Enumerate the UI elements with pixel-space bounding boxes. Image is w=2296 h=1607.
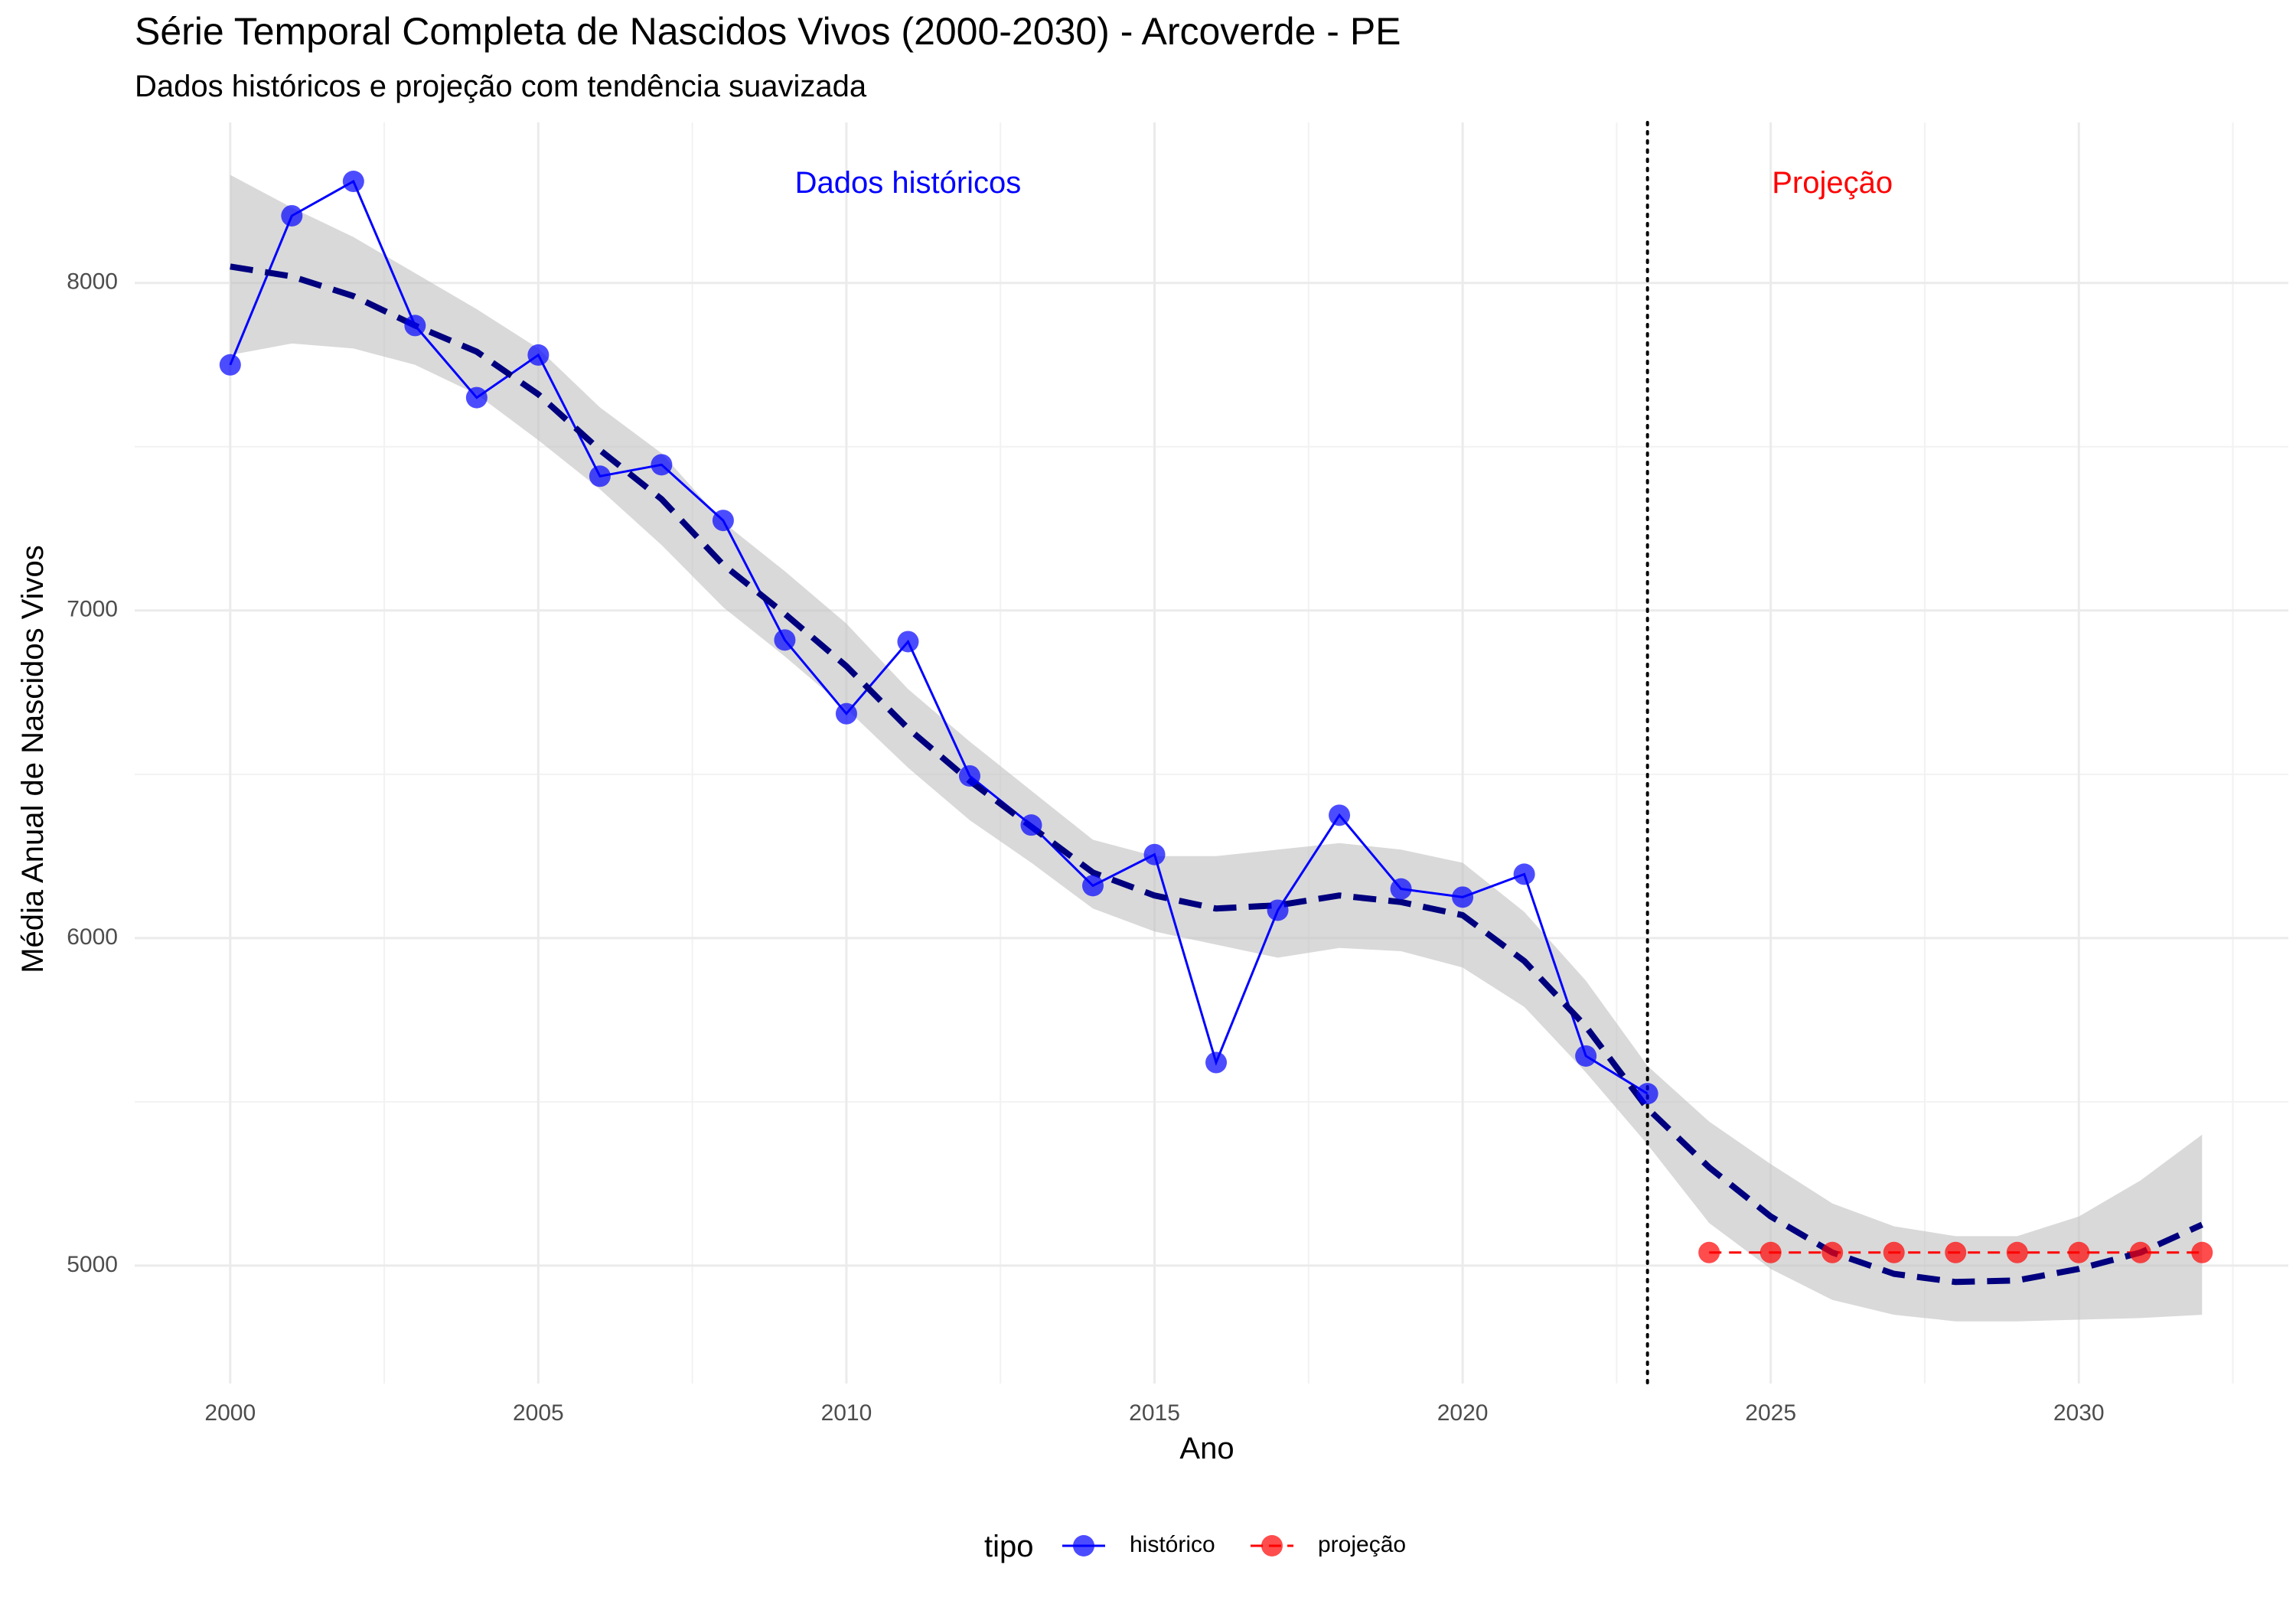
data-point-2 bbox=[1760, 1241, 1782, 1263]
grid bbox=[135, 122, 2288, 1384]
x-tick-label: 2020 bbox=[1437, 1400, 1489, 1426]
points bbox=[219, 171, 2213, 1263]
data-point-1 bbox=[897, 631, 919, 653]
legend-label: histórico bbox=[1130, 1532, 1215, 1557]
ticks: 2000 2005 2010 2015 2020 2025 2030 5000 6000 7000… bbox=[67, 269, 2104, 1426]
data-point-1 bbox=[342, 171, 364, 193]
x-axis-title: Ano bbox=[1179, 1432, 1234, 1465]
data-point-1 bbox=[589, 465, 611, 487]
data-point-1 bbox=[1390, 878, 1412, 900]
data-point-1 bbox=[651, 454, 673, 476]
y-tick-label: 6000 bbox=[67, 924, 118, 950]
data-point-1 bbox=[1513, 863, 1535, 885]
data-point-1 bbox=[465, 386, 488, 409]
data-point-1 bbox=[1205, 1051, 1228, 1074]
legend-key-point bbox=[1261, 1535, 1283, 1556]
x-tick-label: 2030 bbox=[2053, 1400, 2105, 1426]
data-point-1 bbox=[958, 764, 980, 787]
y-tick-label: 8000 bbox=[67, 269, 118, 295]
x-tick-label: 2025 bbox=[1745, 1400, 1796, 1426]
data-point-2 bbox=[2068, 1241, 2090, 1263]
trend-line bbox=[230, 263, 2203, 1286]
annotation-label: Projeção bbox=[1772, 166, 1893, 200]
legend-key-point bbox=[1073, 1535, 1094, 1556]
data-point-1 bbox=[835, 702, 857, 725]
annotations: Dados históricos Projeção bbox=[795, 166, 1893, 200]
confidence-band bbox=[230, 174, 2203, 1322]
chart-subtitle: Dados históricos e projeção com tendênci… bbox=[135, 70, 867, 103]
data-point-1 bbox=[1082, 875, 1104, 897]
data-point-2 bbox=[2129, 1241, 2151, 1263]
data-point-2 bbox=[2006, 1241, 2028, 1263]
legend: tipo histórico projeção bbox=[984, 1530, 1406, 1563]
data-point-1 bbox=[219, 354, 241, 376]
x-tick-label: 2010 bbox=[821, 1400, 872, 1426]
data-point-1 bbox=[774, 629, 796, 651]
data-point-2 bbox=[1883, 1241, 1905, 1263]
data-point-2 bbox=[2191, 1241, 2213, 1263]
annotation-label: Dados históricos bbox=[795, 166, 1022, 200]
confidence-band-area bbox=[230, 174, 2203, 1322]
data-point-1 bbox=[404, 315, 426, 337]
data-point-1 bbox=[712, 510, 734, 532]
data-point-1 bbox=[1636, 1083, 1658, 1105]
data-point-2 bbox=[1698, 1241, 1720, 1263]
data-point-2 bbox=[1945, 1241, 1967, 1263]
chart-title: Série Temporal Completa de Nascidos Vivo… bbox=[135, 10, 1401, 53]
data-point-1 bbox=[1329, 804, 1351, 826]
data-point-1 bbox=[1020, 814, 1042, 836]
x-tick-label: 2005 bbox=[513, 1400, 564, 1426]
legend-title: tipo bbox=[984, 1530, 1034, 1563]
data-point-1 bbox=[1575, 1045, 1597, 1067]
data-point-1 bbox=[1267, 899, 1289, 921]
data-point-1 bbox=[1452, 886, 1474, 908]
data-point-1 bbox=[1143, 843, 1166, 865]
y-tick-label: 5000 bbox=[67, 1252, 118, 1277]
x-tick-label: 2000 bbox=[204, 1400, 256, 1426]
x-tick-label: 2015 bbox=[1129, 1400, 1180, 1426]
y-tick-label: 7000 bbox=[67, 597, 118, 622]
y-axis-title: Média Anual de Nascidos Vivos bbox=[16, 545, 50, 973]
data-point-1 bbox=[527, 344, 550, 366]
data-point-1 bbox=[281, 204, 303, 227]
data-point-2 bbox=[1821, 1241, 1844, 1263]
trend bbox=[230, 263, 2203, 1286]
legend-label: projeção bbox=[1318, 1532, 1406, 1557]
